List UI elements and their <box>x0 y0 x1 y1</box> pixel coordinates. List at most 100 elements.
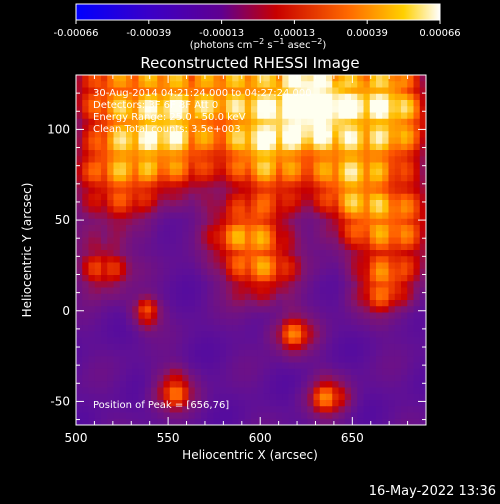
heatmap-pixel <box>232 281 239 288</box>
heatmap-pixel <box>188 87 196 95</box>
heatmap-pixel <box>157 243 164 251</box>
heatmap-pixel <box>376 306 383 313</box>
heatmap-pixel <box>207 125 214 132</box>
heatmap-pixel <box>176 87 183 95</box>
heatmap-pixel <box>169 200 177 207</box>
heatmap-pixel <box>407 406 414 413</box>
heatmap-pixel <box>301 181 308 188</box>
heatmap-pixel <box>326 300 333 307</box>
heatmap-pixel <box>232 337 239 345</box>
heatmap-pixel <box>282 306 289 313</box>
heatmap-pixel <box>269 387 277 395</box>
heatmap-pixel <box>307 193 314 201</box>
heatmap-pixel <box>269 362 277 370</box>
heatmap-pixel <box>351 306 358 313</box>
heatmap-pixel <box>401 343 408 351</box>
heatmap-pixel <box>363 281 371 288</box>
heatmap-pixel <box>288 387 296 395</box>
heatmap-pixel <box>182 168 189 176</box>
heatmap-pixel <box>213 312 221 320</box>
heatmap-pixel <box>326 256 333 263</box>
heatmap-pixel <box>144 112 152 120</box>
heatmap-pixel <box>188 331 196 338</box>
heatmap-pixel <box>169 218 177 226</box>
heatmap-pixel <box>163 281 171 288</box>
heatmap-pixel <box>82 412 89 420</box>
heatmap-pixel <box>376 293 383 301</box>
heatmap-pixel <box>413 337 421 345</box>
heatmap-pixel <box>282 231 289 238</box>
heatmap-pixel <box>276 337 283 345</box>
heatmap-pixel <box>76 356 83 363</box>
heatmap-pixel <box>288 275 296 282</box>
heatmap-pixel <box>207 306 214 313</box>
heatmap-pixel <box>226 200 233 207</box>
heatmap-pixel <box>169 75 177 82</box>
heatmap-pixel <box>344 343 352 351</box>
heatmap-pixel <box>151 243 158 251</box>
heatmap-pixel <box>388 418 396 426</box>
heatmap-pixel <box>282 218 289 226</box>
heatmap-pixel <box>388 168 396 176</box>
heatmap-pixel <box>419 275 427 282</box>
heatmap-pixel <box>319 225 327 232</box>
heatmap-pixel <box>363 193 371 201</box>
heatmap-pixel <box>88 350 96 357</box>
heatmap-pixel <box>119 268 127 276</box>
heatmap-pixel <box>194 112 202 120</box>
heatmap-pixel <box>138 318 146 326</box>
heatmap-pixel <box>126 181 133 188</box>
heatmap-pixel <box>119 250 127 257</box>
heatmap-pixel <box>269 231 277 238</box>
heatmap-pixel <box>376 300 383 307</box>
heatmap-pixel <box>394 256 402 263</box>
heatmap-pixel <box>288 125 296 132</box>
heatmap-pixel <box>169 150 177 157</box>
heatmap-pixel <box>126 293 133 301</box>
heatmap-pixel <box>401 156 408 163</box>
heatmap-pixel <box>194 400 202 407</box>
heatmap-pixel <box>419 287 427 295</box>
heatmap-pixel <box>313 168 321 176</box>
heatmap-pixel <box>319 300 327 307</box>
heatmap-pixel <box>88 131 96 138</box>
heatmap-pixel <box>276 275 283 282</box>
heatmap-pixel <box>413 181 421 188</box>
heatmap-pixel <box>226 375 233 382</box>
heatmap-pixel <box>151 287 158 295</box>
heatmap-pixel <box>169 181 177 188</box>
heatmap-pixel <box>82 381 89 388</box>
heatmap-pixel <box>107 75 114 82</box>
heatmap-pixel <box>307 381 314 388</box>
heatmap-pixel <box>213 375 221 382</box>
heatmap-pixel <box>313 381 321 388</box>
heatmap-pixel <box>219 112 227 120</box>
heatmap-pixel <box>151 275 158 282</box>
heatmap-pixel <box>176 125 183 132</box>
heatmap-pixel <box>376 343 383 351</box>
heatmap-pixel <box>219 143 227 151</box>
heatmap-pixel <box>363 100 371 107</box>
heatmap-pixel <box>219 131 227 138</box>
heatmap-pixel <box>282 200 289 207</box>
heatmap-pixel <box>163 150 171 157</box>
heatmap-pixel <box>188 393 196 401</box>
heatmap-pixel <box>407 112 414 120</box>
heatmap-pixel <box>263 243 271 251</box>
heatmap-pixel <box>207 250 214 257</box>
heatmap-pixel <box>332 356 339 363</box>
heatmap-pixel <box>163 318 171 326</box>
heatmap-pixel <box>319 393 327 401</box>
heatmap-pixel <box>169 418 177 426</box>
heatmap-pixel <box>294 106 302 113</box>
annotation-peak-position: Position of Peak = [656,76] <box>93 400 229 411</box>
heatmap-pixel <box>107 256 114 263</box>
heatmap-pixel <box>376 281 383 288</box>
heatmap-pixel <box>407 325 414 332</box>
heatmap-pixel <box>269 318 277 326</box>
heatmap-pixel <box>157 312 164 320</box>
heatmap-pixel <box>257 143 264 151</box>
heatmap-pixel <box>226 256 233 263</box>
heatmap-pixel <box>363 150 371 157</box>
heatmap-pixel <box>238 343 246 351</box>
